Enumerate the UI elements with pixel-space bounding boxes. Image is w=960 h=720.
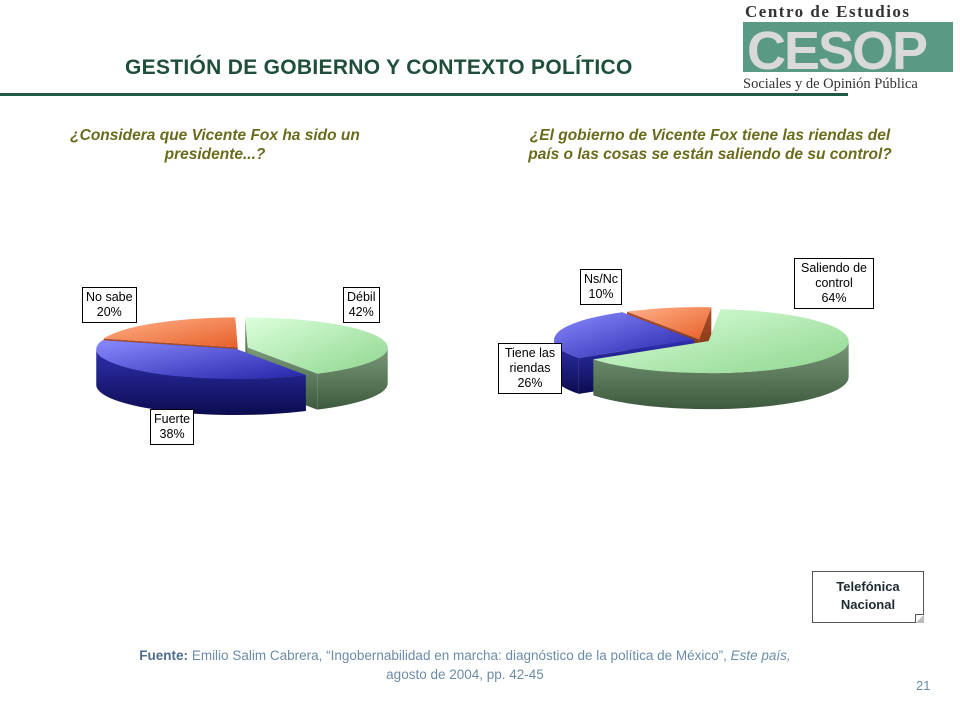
pie-slice-saliendo-de-control — [593, 309, 849, 374]
source-work: “Ingobernabilidad en marcha: diagnóstico… — [326, 648, 727, 663]
logo-line1: Centro de Estudios — [745, 2, 911, 21]
logo-acronym: CESOP — [747, 21, 927, 81]
pie-slice-d-bil — [245, 317, 388, 374]
source-label: Fuente: — [139, 648, 189, 663]
label-debil: Débil 42% — [343, 287, 380, 323]
pie-slice-tiene-las-riendas — [554, 312, 695, 358]
pie-slice-no-sabe — [103, 317, 238, 348]
slide-title: GESTIÓN DE GOBIERNO Y CONTEXTO POLÍTICO — [125, 56, 633, 79]
logo-line2: Sociales y de Opinión Pública — [743, 76, 918, 92]
source-author: Emilio Salim Cabrera, — [191, 648, 323, 663]
chart1-question: ¿Considera que Vicente Fox ha sido un pr… — [70, 127, 360, 163]
survey-method-note: Telefónica Nacional — [812, 571, 924, 623]
note-line1: Telefónica — [836, 579, 900, 594]
source-date: agosto de 2004, pp. 42-45 — [386, 667, 544, 682]
pie-slice-side-saliendo-de-control — [593, 341, 849, 410]
source-publication: Este país, — [730, 648, 791, 663]
label-tiene-riendas: Tiene las riendas 26% — [498, 343, 562, 394]
cesop-logo: Centro de Estudios CESOP Sociales y de O… — [743, 2, 953, 92]
pie-slice-fuerte — [96, 340, 306, 380]
pie-slice-side-d-bil — [317, 347, 388, 410]
page-number: 21 — [916, 678, 931, 693]
label-no-sabe: No sabe 20% — [82, 287, 137, 323]
pie-chart-control — [554, 307, 849, 410]
logo-band — [743, 22, 953, 72]
pie-slice-ns-nc — [626, 307, 712, 340]
label-ns-nc: Ns/Nc 10% — [580, 269, 623, 305]
label-saliendo: Saliendo de control 64% — [794, 258, 874, 309]
pie-chart-president — [96, 317, 388, 416]
note-line2: Nacional — [840, 597, 896, 612]
source-citation: Fuente: Emilio Salim Cabrera, “Ingoberna… — [70, 646, 860, 684]
title-rule — [0, 93, 848, 96]
label-fuerte: Fuerte 38% — [150, 409, 195, 445]
pie-slice-side-fuerte — [96, 349, 306, 416]
chart2-question: ¿El gobierno de Vicente Fox tiene las ri… — [528, 127, 892, 163]
